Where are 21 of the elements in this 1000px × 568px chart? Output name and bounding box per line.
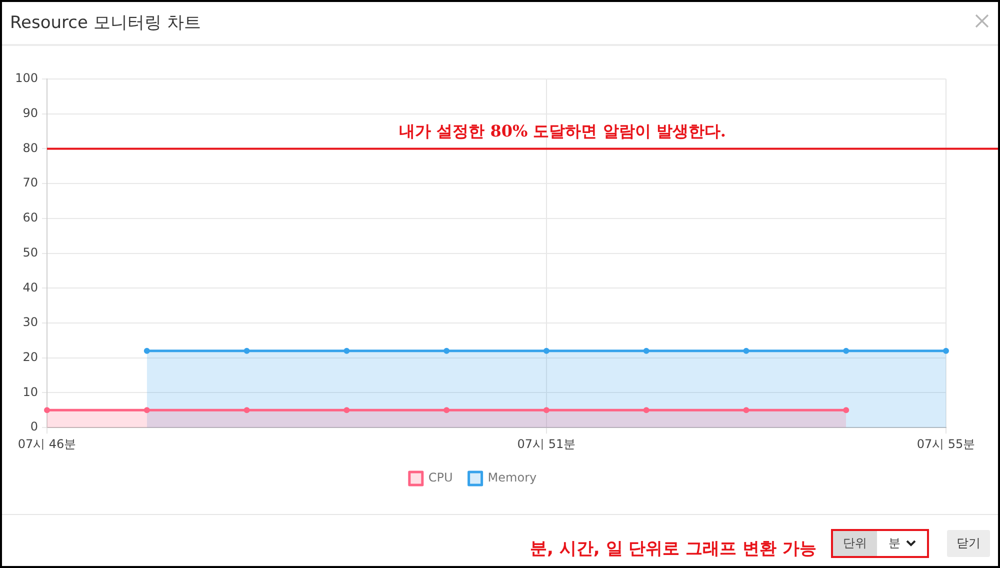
x-tick-label: 07시 46분 bbox=[18, 436, 76, 451]
y-tick-label: 100 bbox=[15, 71, 38, 86]
y-tick-label: 80 bbox=[22, 140, 38, 155]
chart-title: Resource 모니터링 차트 bbox=[10, 12, 201, 34]
y-tick-label: 20 bbox=[22, 350, 38, 364]
text: 분, 시간, 일 단위로 그래프 변환 가능 bbox=[530, 538, 816, 560]
unit-selector: 단위 분 bbox=[831, 529, 929, 558]
x-tick-label: 07시 55분 bbox=[916, 436, 976, 451]
legend-label: CPU bbox=[428, 470, 453, 485]
y-tick-label: 10 bbox=[22, 384, 38, 399]
y-tick-label: 50 bbox=[22, 245, 38, 260]
y-tick-label: 30 bbox=[22, 315, 38, 330]
ref-line-label: 내가 설정한 80% 도달하면 알람이 발생한다. bbox=[399, 122, 726, 141]
y-tick-label: 40 bbox=[22, 280, 38, 294]
y-tick-label: 0 bbox=[30, 420, 38, 434]
legend-label: Memory bbox=[488, 470, 537, 485]
y-tick-label: 90 bbox=[22, 106, 38, 120]
y-tick-label: 60 bbox=[22, 210, 38, 225]
x-tick-label: 07시 51분 bbox=[517, 436, 576, 451]
close-button: 닫기 bbox=[947, 530, 990, 557]
y-tick-label: 70 bbox=[22, 176, 38, 190]
